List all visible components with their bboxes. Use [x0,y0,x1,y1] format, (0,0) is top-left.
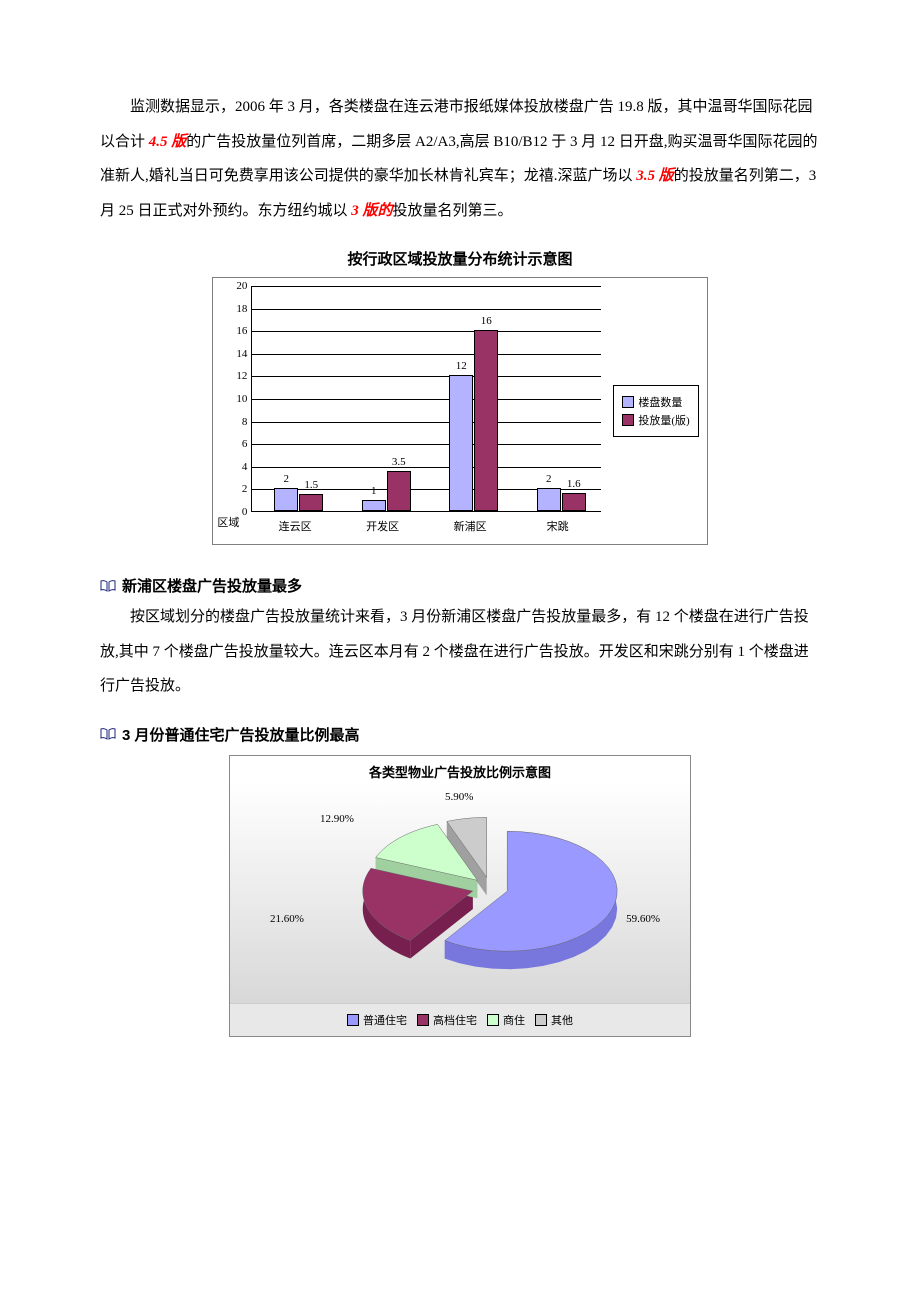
bar-value-label: 1.6 [567,478,581,490]
y-tick: 14 [236,348,247,360]
book-icon [100,727,116,744]
legend-swatch [417,1014,429,1026]
bar: 12 [449,375,473,511]
bar: 2 [274,488,298,511]
section-heading-1: 新浦区楼盘广告投放量最多 [100,575,820,596]
y-tick: 12 [236,370,247,382]
legend-label: 其他 [551,1012,573,1028]
bar-chart-container: 02468101214161820 21.513.5121621.6 连云区开发… [100,277,820,545]
y-tick: 20 [236,280,247,292]
section-heading-2: 3 月份普通住宅广告投放量比例最高 [100,724,820,745]
pie-slice-label: 12.90% [320,813,354,825]
y-tick: 10 [236,393,247,405]
legend-swatch [622,414,634,426]
x-axis-labels: 连云区 开发区 新浦区 宋跳 [251,512,601,536]
legend-item: 商住 [487,1012,525,1028]
x-tick-label: 开发区 [366,518,399,534]
bar-chart-box: 02468101214161820 21.513.5121621.6 连云区开发… [212,277,707,545]
pie-chart-plot: 59.60% 21.60% 12.90% 5.90% [230,783,690,1003]
section-1-title: 新浦区楼盘广告投放量最多 [122,578,302,595]
bar: 1 [362,500,386,511]
pie-slice-label: 21.60% [270,913,304,925]
document-page: 监测数据显示，2006 年 3 月，各类楼盘在连云港市报纸媒体投放楼盘广告 19… [0,0,920,1097]
pie-svg [230,783,690,1003]
bar-chart-legend: 楼盘数量投放量(版) [613,385,698,437]
y-tick: 8 [242,416,248,428]
legend-label: 商住 [503,1012,525,1028]
book-icon [100,579,116,596]
x-tick-label: 宋跳 [547,518,569,534]
bar-value-label: 1 [371,485,377,497]
x-tick-label: 连云区 [279,518,312,534]
legend-swatch [347,1014,359,1026]
bar: 1.5 [299,494,323,511]
legend-swatch [535,1014,547,1026]
bar: 2 [537,488,561,511]
pie-chart-box: 各类型物业广告投放比例示意图 59.60% 21.60% 12.90% 5.90% 普… [229,755,691,1037]
bar-value-label: 16 [481,315,492,327]
bar-group: 21.5 [274,488,334,511]
bar: 3.5 [387,471,411,511]
bar-value-label: 2 [546,473,552,485]
bar-group: 1216 [449,330,509,511]
pie-chart-title: 各类型物业广告投放比例示意图 [230,762,690,781]
section-2-title: 3 月份普通住宅广告投放量比例最高 [122,727,360,744]
bar-group: 13.5 [362,471,422,511]
bar-value-label: 12 [456,360,467,372]
x-tick-label: 新浦区 [454,518,487,534]
y-tick: 6 [242,438,248,450]
legend-label: 高档住宅 [433,1012,477,1028]
y-tick: 0 [242,506,248,518]
legend-label: 投放量(版) [638,412,689,428]
y-axis-title: 区域 [217,514,239,530]
bar: 1.6 [562,493,586,511]
legend-item: 普通住宅 [347,1012,407,1028]
y-tick: 2 [242,483,248,495]
legend-label: 楼盘数量 [638,394,682,410]
pie-slice-label: 59.60% [626,913,660,925]
legend-item: 高档住宅 [417,1012,477,1028]
section-1-paragraph: 按区域划分的楼盘广告投放量统计来看，3 月份新浦区楼盘广告投放量最多，有 12 … [100,600,820,704]
bar: 16 [474,330,498,511]
bar-group: 21.6 [537,488,597,511]
bar-value-label: 2 [283,473,289,485]
intro-paragraph: 监测数据显示，2006 年 3 月，各类楼盘在连云港市报纸媒体投放楼盘广告 19… [100,90,820,228]
legend-swatch [622,396,634,408]
bar-chart-plot: 02468101214161820 21.513.5121621.6 连云区开发… [221,286,601,536]
bar-chart-title: 按行政区域投放量分布统计示意图 [100,248,820,269]
legend-label: 普通住宅 [363,1012,407,1028]
pie-chart-container: 各类型物业广告投放比例示意图 59.60% 21.60% 12.90% 5.90% 普… [100,755,820,1037]
y-tick: 16 [236,325,247,337]
y-tick: 4 [242,461,248,473]
legend-item: 投放量(版) [622,412,689,428]
bar-value-label: 1.5 [304,479,318,491]
legend-item: 楼盘数量 [622,394,689,410]
plot-area: 21.513.5121621.6 [251,286,601,512]
y-axis: 02468101214161820 [221,286,251,512]
bar-value-label: 3.5 [392,456,406,468]
pie-slice-label: 5.90% [445,791,473,803]
legend-swatch [487,1014,499,1026]
legend-item: 其他 [535,1012,573,1028]
pie-chart-legend: 普通住宅 高档住宅 商住 其他 [230,1003,690,1036]
y-tick: 18 [236,303,247,315]
